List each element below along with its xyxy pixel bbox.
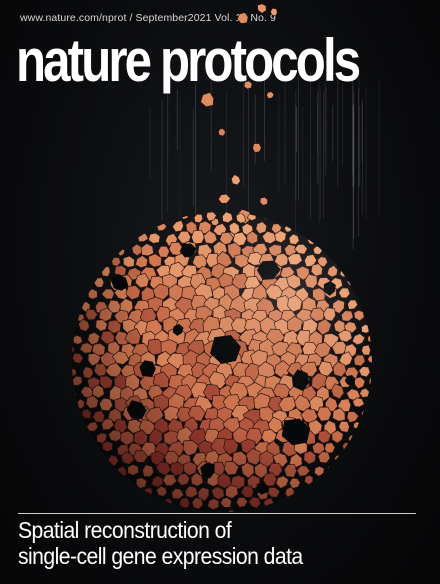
falling-cell — [243, 80, 253, 90]
falling-cell — [266, 91, 275, 99]
cell — [200, 201, 208, 209]
cell — [83, 434, 92, 443]
cell — [231, 204, 238, 211]
falling-cell — [252, 143, 262, 153]
journal-title: nature protocols — [16, 27, 361, 94]
cell — [132, 486, 142, 495]
falling-cell — [236, 12, 249, 24]
cell — [89, 444, 98, 453]
cell — [96, 453, 105, 462]
falling-cells — [200, 3, 278, 241]
cell — [277, 499, 287, 508]
cell — [122, 233, 131, 243]
sphere-shading — [72, 212, 372, 512]
cover-headline: Spatial reconstruction of single-cell ge… — [18, 517, 395, 569]
falling-cell — [230, 174, 241, 186]
cell — [299, 487, 309, 497]
headline-line-1: Spatial reconstruction of — [18, 517, 232, 543]
issue-info: www.nature.com/nprot / September2021 Vol… — [20, 12, 276, 24]
cell — [63, 356, 70, 363]
cell — [355, 288, 364, 297]
falling-cell — [200, 92, 214, 108]
cell — [298, 223, 307, 232]
cell — [278, 212, 288, 222]
falling-cell — [270, 7, 278, 17]
cell — [90, 269, 98, 278]
falling-cell — [218, 127, 226, 137]
falling-streaks — [149, 70, 380, 250]
cell — [165, 212, 174, 219]
cell — [82, 279, 92, 288]
falling-cell — [259, 196, 268, 206]
cell — [146, 222, 155, 231]
headline-line-2: single-cell gene expression data — [18, 543, 303, 569]
cell — [72, 324, 76, 334]
falling-cell — [257, 3, 267, 14]
cell — [72, 422, 82, 432]
falling-cell — [217, 193, 232, 204]
cell — [367, 398, 372, 407]
cell — [362, 299, 372, 309]
cell — [321, 478, 330, 487]
cell — [325, 245, 334, 255]
headline-rule — [18, 513, 416, 514]
cell — [150, 499, 159, 508]
